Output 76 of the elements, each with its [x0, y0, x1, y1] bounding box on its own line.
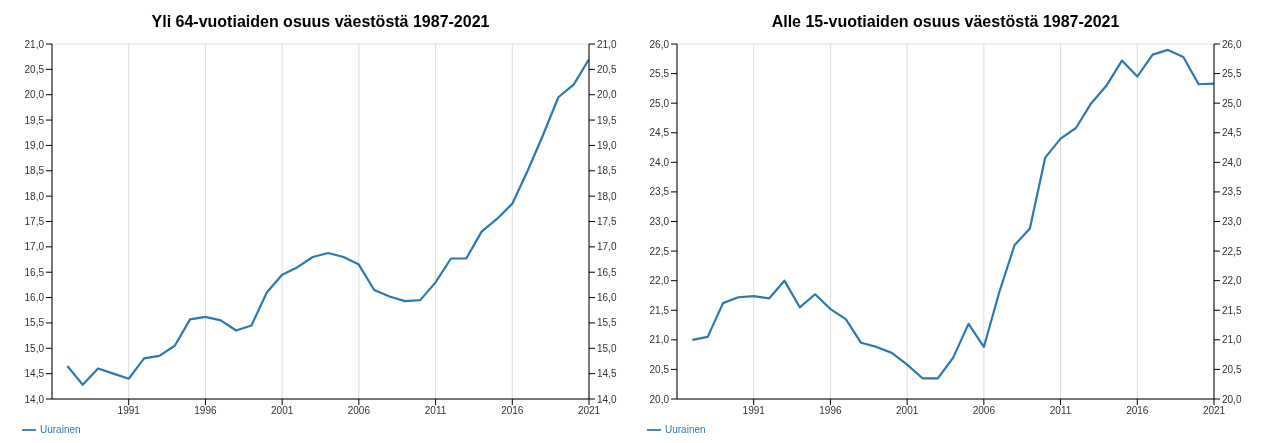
y-tick-label: 21,5 [649, 304, 670, 316]
y-tick-label: 25,5 [649, 68, 670, 80]
y-tick-label: 23,5 [649, 186, 670, 198]
y2-tick-label: 14,0 [597, 393, 617, 405]
chart-title: Yli 64-vuotiaiden osuus väestöstä 1987-2021 [150, 12, 491, 32]
y2-tick-label: 23,0 [1222, 216, 1242, 228]
line-series [691, 48, 1214, 380]
y-tick-label: 15,0 [24, 342, 45, 354]
x-tick-label: 2006 [347, 405, 371, 417]
y-tick-label: 18,5 [24, 165, 45, 177]
y-tick-label: 15,5 [24, 317, 45, 329]
x-tick-label: 1996 [194, 405, 217, 417]
y2-tick-label: 22,5 [1222, 245, 1242, 257]
y-tick-label: 25,0 [649, 97, 670, 109]
y2-tick-label: 16,0 [597, 292, 617, 304]
y2-tick-label: 18,5 [597, 165, 617, 177]
y2-tick-label: 23,5 [1222, 186, 1242, 198]
y-tick-label: 19,0 [24, 139, 45, 151]
y2-tick-label: 26,0 [1222, 38, 1242, 50]
y-tick-label: 21,0 [649, 334, 670, 346]
y-tick-label: 20,5 [24, 63, 45, 75]
y2-tick-label: 15,0 [597, 342, 617, 354]
chart-title: Alle 15-vuotiaiden osuus väestöstä 1987-2021 [770, 12, 1121, 32]
x-tick-label: 2006 [972, 405, 996, 417]
y-tick-label: 20,0 [649, 393, 670, 405]
legend-label: Uurainen [40, 423, 81, 435]
x-tick-label: 2016 [501, 405, 524, 417]
y2-tick-label: 16,5 [597, 266, 617, 278]
y2-tick-label: 21,0 [1222, 334, 1242, 346]
y2-tick-label: 17,0 [597, 241, 617, 253]
x-tick-label: 1996 [819, 405, 842, 417]
y-tick-label: 14,5 [24, 368, 45, 380]
y2-tick-label: 21,0 [597, 38, 617, 50]
line-series [66, 58, 589, 386]
x-tick-label: 2001 [271, 405, 294, 417]
x-tick-label: 2016 [1126, 405, 1149, 417]
x-tick-label: 1991 [742, 405, 766, 417]
y-tick-label: 17,5 [24, 216, 45, 228]
y-tick-label: 16,5 [24, 266, 45, 278]
y2-tick-label: 22,0 [1222, 275, 1242, 287]
y2-tick-label: 24,0 [1222, 156, 1242, 168]
y2-tick-label: 20,5 [1222, 363, 1242, 375]
legend-label: Uurainen [665, 423, 706, 435]
y2-tick-label: 18,0 [597, 190, 617, 202]
y2-tick-label: 25,0 [1222, 97, 1242, 109]
y2-tick-label: 25,5 [1222, 68, 1242, 80]
y2-tick-label: 24,5 [1222, 127, 1242, 139]
y-tick-label: 17,0 [24, 241, 45, 253]
y-tick-label: 26,0 [649, 38, 670, 50]
y2-tick-label: 20,5 [597, 63, 617, 75]
y2-tick-label: 14,5 [597, 368, 617, 380]
y-tick-label: 21,0 [24, 38, 45, 50]
x-tick-label: 2001 [896, 405, 919, 417]
x-tick-label: 2011 [1049, 405, 1072, 417]
y2-tick-label: 20,0 [597, 89, 617, 101]
y2-tick-label: 15,5 [597, 317, 617, 329]
y2-tick-label: 20,0 [1222, 393, 1242, 405]
x-tick-label: 2011 [424, 405, 447, 417]
x-tick-label: 2021 [577, 405, 601, 417]
y-tick-label: 22,5 [649, 245, 670, 257]
y-tick-label: 23,0 [649, 216, 670, 228]
y-tick-label: 19,5 [24, 114, 45, 126]
y-tick-label: 20,0 [24, 89, 45, 101]
y-tick-label: 18,0 [24, 190, 45, 202]
y-tick-label: 22,0 [649, 275, 670, 287]
y2-tick-label: 19,5 [597, 114, 617, 126]
x-tick-label: 2021 [1202, 405, 1226, 417]
y2-tick-label: 17,5 [597, 216, 617, 228]
y-tick-label: 24,5 [649, 127, 670, 139]
x-tick-label: 1991 [117, 405, 141, 417]
y2-tick-label: 19,0 [597, 139, 617, 151]
y-tick-label: 14,0 [24, 393, 45, 405]
y-tick-label: 24,0 [649, 156, 670, 168]
y-tick-label: 16,0 [24, 292, 45, 304]
y2-tick-label: 21,5 [1222, 304, 1242, 316]
y-tick-label: 20,5 [649, 363, 670, 375]
